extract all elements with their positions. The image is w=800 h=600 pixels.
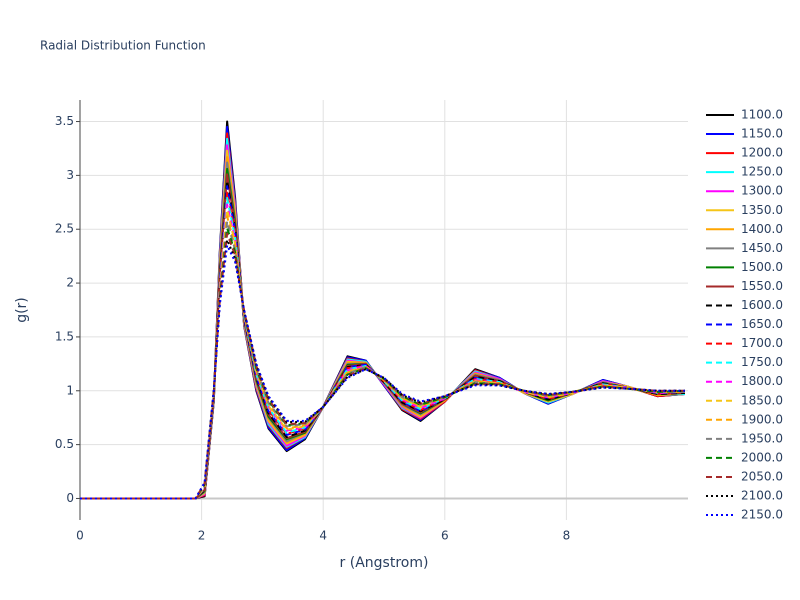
series-line <box>80 227 685 500</box>
x-tick-label: 8 <box>563 529 571 543</box>
legend-label: 1150.0 <box>741 127 783 141</box>
legend-label: 1450.0 <box>741 241 783 255</box>
legend-label: 1800.0 <box>741 374 783 388</box>
chart-title: Radial Distribution Function <box>40 39 206 53</box>
y-tick-label: 0.5 <box>55 437 74 451</box>
legend-label: 1700.0 <box>741 336 783 350</box>
series-line <box>80 215 685 500</box>
legend-label: 1350.0 <box>741 203 783 217</box>
legend-label: 1600.0 <box>741 298 783 312</box>
legend: 1100.0 1150.0 1200.0 1250.0 1300.0 1350.0 1400… <box>706 108 783 522</box>
series-line <box>80 120 686 500</box>
y-tick-label: 3 <box>66 168 74 182</box>
series-line <box>80 191 685 500</box>
series-line <box>80 132 686 500</box>
series-line <box>80 144 686 500</box>
grid: 0 2 4 6 8 0 0.5 1 1.5 2 2.5 3 3.5 <box>55 100 688 543</box>
legend-label: 1900.0 <box>741 412 783 426</box>
legend-label: 1850.0 <box>741 393 783 407</box>
legend-label: 1100.0 <box>741 108 783 122</box>
series-line <box>80 239 685 500</box>
legend-label: 1500.0 <box>741 260 783 274</box>
series-line <box>80 244 685 500</box>
x-tick-label: 4 <box>319 529 327 543</box>
plot-lines <box>80 120 686 500</box>
legend-label: 1300.0 <box>741 184 783 198</box>
series-line <box>80 185 685 500</box>
series-line <box>80 232 685 500</box>
legend-label: 2050.0 <box>741 469 783 483</box>
y-tick-label: 2.5 <box>55 222 74 236</box>
series-line <box>80 156 686 500</box>
legend-label: 2150.0 <box>741 508 783 522</box>
y-tick-label: 1.5 <box>55 329 74 343</box>
legend-label: 2000.0 <box>741 450 783 464</box>
legend-label: 1650.0 <box>741 317 783 331</box>
series-line <box>80 173 685 500</box>
y-tick-label: 3.5 <box>55 114 74 128</box>
legend-label: 1950.0 <box>741 431 783 445</box>
x-axis-title: r (Angstrom) <box>340 555 429 571</box>
legend-label: 1200.0 <box>741 146 783 160</box>
series-line <box>80 197 685 500</box>
x-tick-label: 2 <box>198 529 206 543</box>
series-line <box>80 179 685 500</box>
legend-label: 1750.0 <box>741 355 783 369</box>
x-tick-label: 0 <box>76 529 84 543</box>
series-line <box>80 125 686 500</box>
series-line <box>80 161 685 500</box>
legend-label: 1400.0 <box>741 222 783 236</box>
y-axis-title: g(r) <box>14 297 30 323</box>
series-line <box>80 208 685 500</box>
series-line <box>80 149 686 500</box>
y-tick-label: 1 <box>66 383 74 397</box>
legend-label: 2100.0 <box>741 489 783 503</box>
series-line <box>80 220 685 500</box>
legend-label: 1550.0 <box>741 279 783 293</box>
series-line <box>80 203 685 500</box>
legend-label: 1250.0 <box>741 165 783 179</box>
x-tick-label: 6 <box>441 529 449 543</box>
y-tick-label: 2 <box>66 276 74 290</box>
y-tick-label: 0 <box>66 491 74 505</box>
series-line <box>80 167 685 500</box>
